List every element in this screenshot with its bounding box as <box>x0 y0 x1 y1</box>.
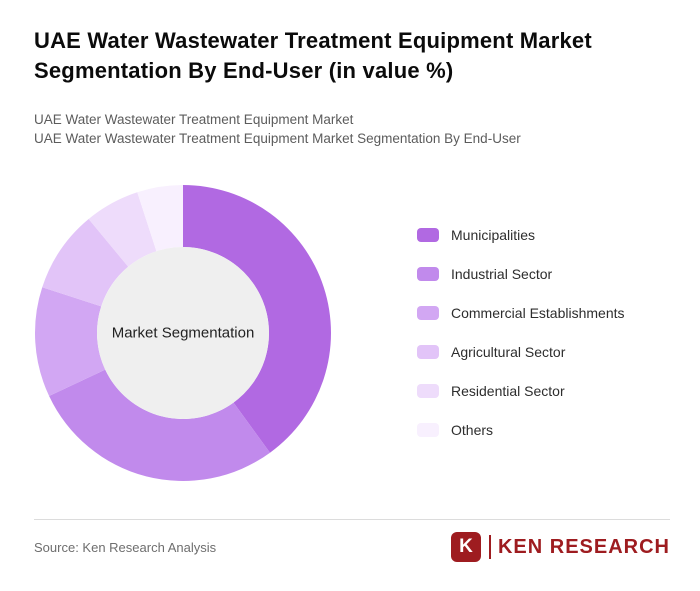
subtitles: UAE Water Wastewater Treatment Equipment… <box>34 110 682 148</box>
subtitle-line-2: UAE Water Wastewater Treatment Equipment… <box>34 131 521 146</box>
legend-label: Others <box>451 421 494 438</box>
legend-swatch <box>417 344 439 359</box>
chart-area: Market Segmentation Municipalities Indust… <box>33 183 625 483</box>
ken-research-logo-mark: K <box>450 532 481 562</box>
donut-segment-6 <box>137 185 183 252</box>
donut-segment-1 <box>183 185 331 453</box>
subtitle-line-1: UAE Water Wastewater Treatment Equipment… <box>34 112 354 127</box>
legend-label: Industrial Sector <box>451 265 553 282</box>
donut-center-circle <box>97 247 269 419</box>
legend-label: Commercial Establishments <box>451 304 625 321</box>
legend-item: Agricultural Sector <box>417 343 625 360</box>
donut-segment-5 <box>88 192 157 267</box>
legend-item: Municipalities <box>417 226 625 243</box>
legend-item: Residential Sector <box>417 382 625 399</box>
legend-swatch <box>417 383 439 398</box>
ken-research-logo-text: KEN RESEARCH <box>497 535 670 558</box>
legend-item: Others <box>417 421 625 438</box>
footer: Source: Ken Research Analysis K KEN RESE… <box>34 519 670 562</box>
legend-item: Commercial Establishments <box>417 304 625 321</box>
header: UAE Water Wastewater Treatment Equipment… <box>34 26 682 87</box>
donut-chart-svg <box>34 185 331 481</box>
legend-label: Agricultural Sector <box>451 343 566 360</box>
legend-label: Residential Sector <box>451 382 565 399</box>
chart-legend: Municipalities Industrial Sector Commercia… <box>417 183 625 483</box>
donut-segment-2 <box>49 369 270 481</box>
donut-segment-3 <box>34 287 106 397</box>
donut-center-label: Market Segmentation <box>111 324 255 342</box>
legend-swatch <box>417 422 439 437</box>
legend-swatch <box>417 266 439 281</box>
legend-item: Industrial Sector <box>417 265 625 282</box>
donut-segment-4 <box>42 218 129 307</box>
logo-divider <box>488 535 491 559</box>
legend-swatch <box>417 227 439 242</box>
ken-research-logo: K KEN RESEARCH <box>450 532 670 562</box>
legend-swatch <box>417 305 439 320</box>
page-title: UAE Water Wastewater Treatment Equipment… <box>34 28 592 84</box>
source-note: Source: Ken Research Analysis <box>34 539 217 555</box>
legend-label: Municipalities <box>451 226 536 243</box>
donut-chart: Market Segmentation <box>33 183 333 483</box>
